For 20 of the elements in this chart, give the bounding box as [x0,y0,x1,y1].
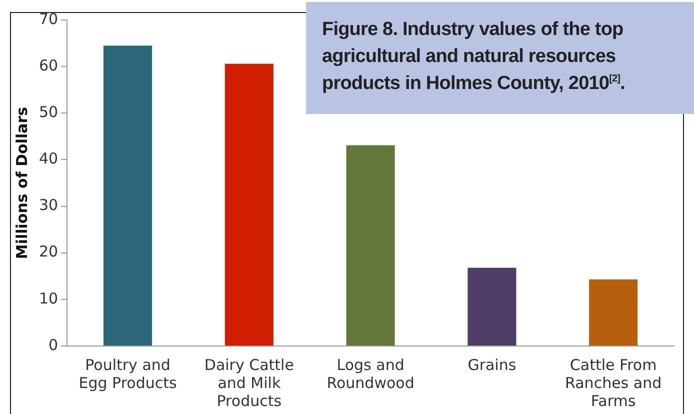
y-tick-label: 70 [38,10,58,28]
bar [589,279,638,346]
y-tick-label: 40 [38,150,58,168]
x-tick-label: Grains [468,356,516,374]
bar [224,64,274,346]
y-tick-label: 50 [38,103,58,122]
y-tick-label: 30 [38,196,58,214]
bar [346,145,395,346]
bar [468,268,516,346]
y-tick-label: 20 [38,242,58,261]
x-tick-label: Logs and Roundwood [326,356,414,392]
y-axis-title: Millions of Dollars [12,106,31,260]
x-tick-label: Dairy Cattle and Milk Products [204,356,294,410]
x-tick-label: Poultry and Egg Products [78,356,177,392]
bar [104,46,152,346]
y-tick-label: 60 [38,56,58,74]
y-tick-label: 10 [38,289,58,308]
y-tick-label: 0 [48,336,58,354]
text: Figure 8. Industry values of the top agricultural and natural resources products in Holmes County, 2010$^{[2]}$. [321,18,626,96]
x-tick-label: Cattle From Ranches and Farms [565,356,662,410]
